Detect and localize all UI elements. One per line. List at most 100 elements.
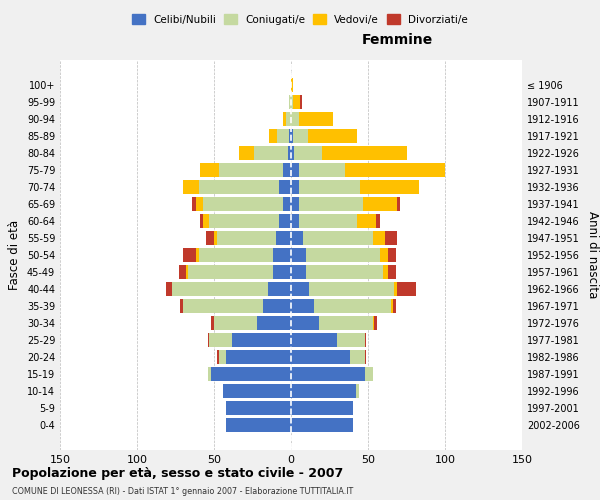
Bar xyxy=(283,163,291,177)
Bar xyxy=(196,197,203,211)
Bar xyxy=(200,163,218,177)
Bar xyxy=(291,316,319,330)
Bar xyxy=(180,299,183,313)
Bar xyxy=(211,316,214,330)
Bar xyxy=(223,384,291,398)
Y-axis label: Fasce di età: Fasce di età xyxy=(8,220,21,290)
Bar xyxy=(365,333,367,347)
Bar xyxy=(208,333,209,347)
Bar xyxy=(293,129,308,143)
Bar xyxy=(291,231,304,245)
Bar xyxy=(299,214,357,228)
Bar xyxy=(291,367,365,381)
Bar xyxy=(289,129,291,143)
Y-axis label: Anni di nascita: Anni di nascita xyxy=(586,212,599,298)
Bar xyxy=(291,265,307,279)
Bar xyxy=(304,231,373,245)
Bar xyxy=(307,248,380,262)
Bar xyxy=(263,299,291,313)
Bar xyxy=(300,95,302,108)
Bar xyxy=(232,333,291,347)
Bar xyxy=(208,367,211,381)
Bar xyxy=(186,265,188,279)
Bar xyxy=(206,231,214,245)
Bar xyxy=(239,146,254,160)
Bar xyxy=(388,265,396,279)
Bar xyxy=(356,384,359,398)
Bar xyxy=(291,299,314,313)
Bar xyxy=(209,333,232,347)
Bar xyxy=(218,163,283,177)
Bar xyxy=(345,163,445,177)
Bar xyxy=(268,282,291,296)
Bar xyxy=(373,231,385,245)
Bar xyxy=(308,129,357,143)
Bar xyxy=(291,95,293,108)
Bar xyxy=(257,316,291,330)
Bar xyxy=(226,350,291,364)
Bar xyxy=(289,95,291,108)
Bar xyxy=(322,146,407,160)
Bar xyxy=(217,350,218,364)
Bar xyxy=(291,197,299,211)
Text: COMUNE DI LEONESSA (RI) - Dati ISTAT 1° gennaio 2007 - Elaborazione TUTTITALIA.I: COMUNE DI LEONESSA (RI) - Dati ISTAT 1° … xyxy=(12,487,353,496)
Bar xyxy=(365,367,373,381)
Bar xyxy=(283,197,291,211)
Legend: Celibi/Nubili, Coniugati/e, Vedovi/e, Divorziati/e: Celibi/Nubili, Coniugati/e, Vedovi/e, Di… xyxy=(128,10,472,29)
Bar xyxy=(291,248,307,262)
Bar xyxy=(254,146,288,160)
Bar xyxy=(275,231,291,245)
Bar xyxy=(350,350,365,364)
Bar xyxy=(291,112,299,126)
Bar xyxy=(166,282,172,296)
Bar xyxy=(193,197,196,211)
Bar xyxy=(337,333,365,347)
Bar xyxy=(291,333,337,347)
Bar xyxy=(380,248,388,262)
Bar xyxy=(319,316,373,330)
Bar xyxy=(291,402,353,415)
Bar xyxy=(272,265,291,279)
Bar xyxy=(373,316,374,330)
Bar xyxy=(291,78,293,92)
Bar xyxy=(307,265,383,279)
Bar xyxy=(291,146,294,160)
Bar xyxy=(199,180,278,194)
Text: Popolazione per età, sesso e stato civile - 2007: Popolazione per età, sesso e stato civil… xyxy=(12,468,343,480)
Bar xyxy=(278,180,291,194)
Bar xyxy=(183,299,263,313)
Bar xyxy=(392,299,396,313)
Bar xyxy=(291,214,299,228)
Bar xyxy=(203,214,209,228)
Bar xyxy=(188,265,272,279)
Bar xyxy=(291,180,299,194)
Bar xyxy=(183,248,196,262)
Bar xyxy=(360,180,419,194)
Bar xyxy=(269,129,277,143)
Bar xyxy=(211,367,291,381)
Bar xyxy=(183,180,199,194)
Bar xyxy=(283,112,286,126)
Bar xyxy=(278,214,291,228)
Bar xyxy=(299,197,364,211)
Bar xyxy=(199,248,272,262)
Bar xyxy=(293,95,300,108)
Bar xyxy=(397,282,416,296)
Bar xyxy=(179,265,186,279)
Bar xyxy=(277,129,289,143)
Bar xyxy=(291,384,356,398)
Bar xyxy=(200,214,203,228)
Bar xyxy=(172,282,268,296)
Bar xyxy=(291,163,299,177)
Bar xyxy=(383,265,388,279)
Bar xyxy=(291,282,310,296)
Bar xyxy=(394,282,397,296)
Bar xyxy=(357,214,376,228)
Bar xyxy=(391,299,392,313)
Bar xyxy=(299,180,360,194)
Bar xyxy=(294,146,322,160)
Bar xyxy=(272,248,291,262)
Bar xyxy=(214,231,217,245)
Bar xyxy=(288,146,291,160)
Bar xyxy=(299,112,332,126)
